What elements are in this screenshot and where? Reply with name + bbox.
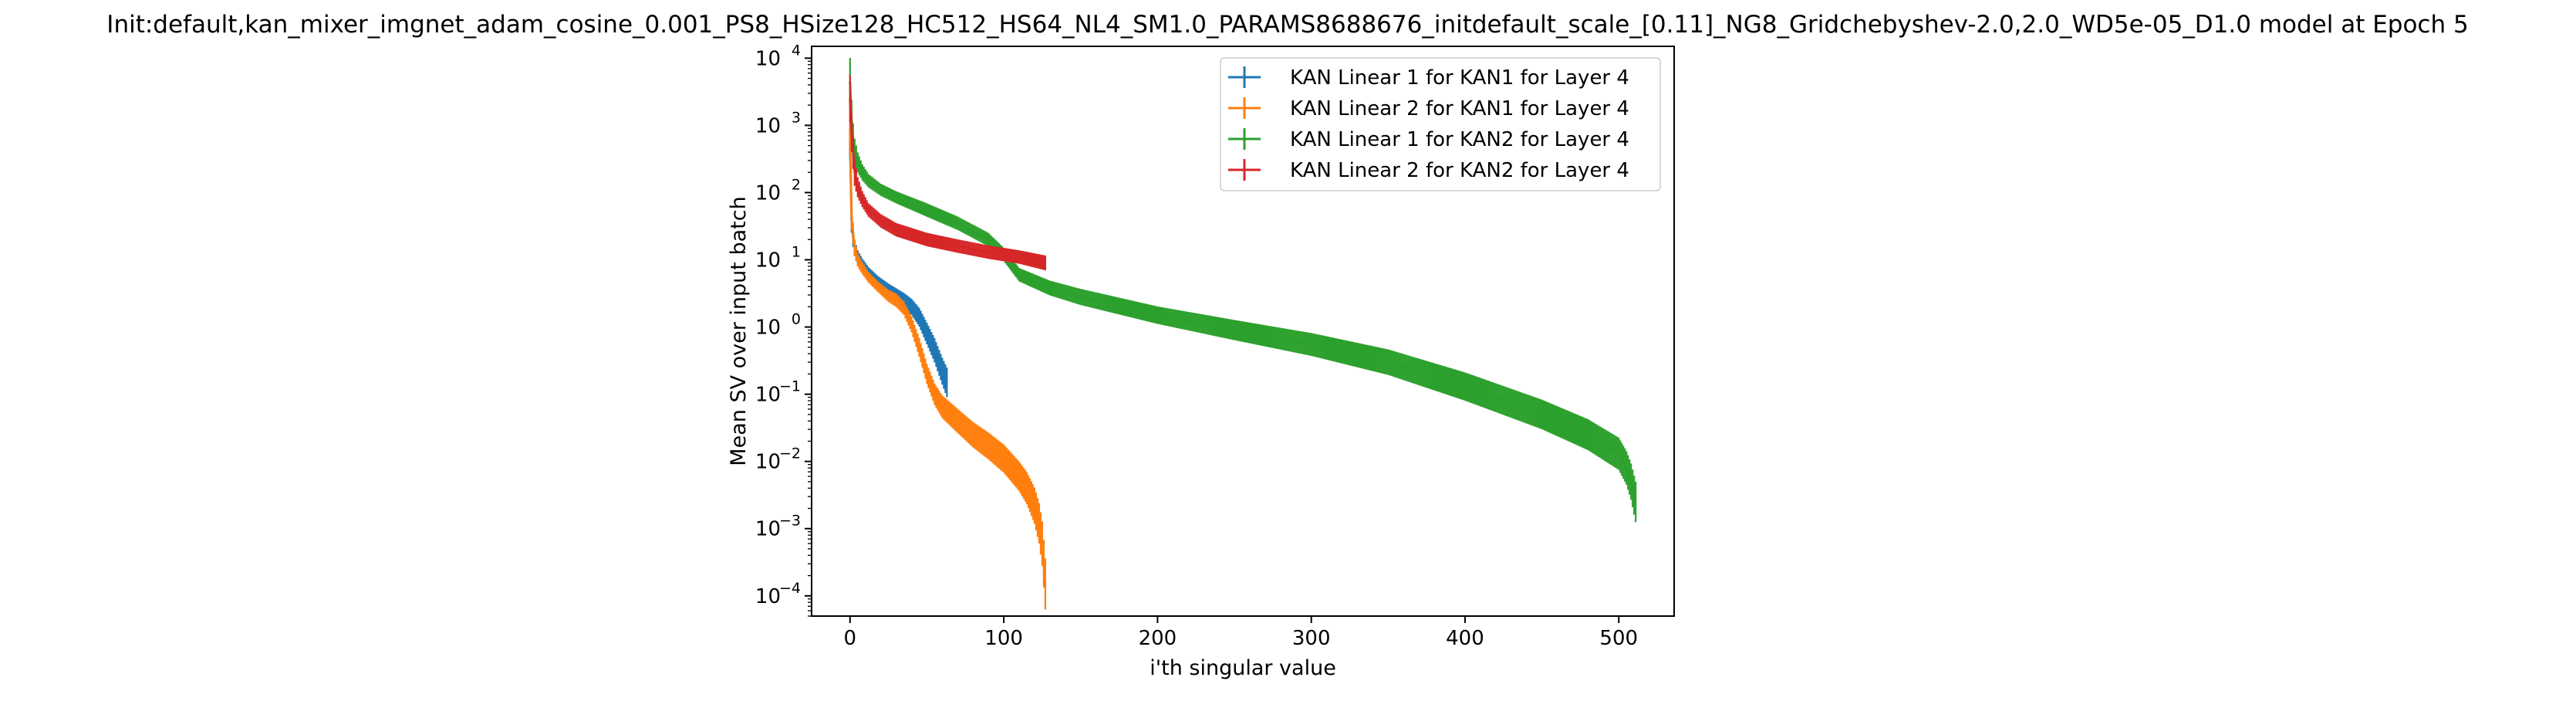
legend-label: KAN Linear 2 for KAN1 for Layer 4 — [1290, 97, 1629, 120]
series-1 — [849, 120, 948, 398]
x-tick-label: 400 — [1446, 627, 1484, 650]
legend-label: KAN Linear 1 for KAN1 for Layer 4 — [1290, 66, 1629, 90]
legend-entry: KAN Linear 2 for KAN2 for Layer 4 — [1228, 159, 1629, 182]
series-line — [849, 98, 1046, 264]
series-3 — [849, 58, 1637, 523]
legend-label: KAN Linear 2 for KAN2 for Layer 4 — [1290, 159, 1629, 182]
series-4 — [849, 75, 1047, 271]
y-tick-exponent: 3 — [792, 109, 801, 126]
legend-label: KAN Linear 1 for KAN2 for Layer 4 — [1290, 128, 1629, 151]
legend: KAN Linear 1 for KAN1 for Layer 4 KAN Lin… — [1220, 57, 1661, 191]
x-tick-label: 100 — [984, 627, 1023, 650]
y-tick-label: 10 — [755, 317, 781, 340]
axes-frame — [811, 46, 1675, 617]
chart-title: Init:default,kan_mixer_imgnet_adam_cosin… — [106, 11, 2468, 39]
x-tick-label: 300 — [1292, 627, 1331, 650]
y-tick-label: 10 — [755, 585, 781, 608]
y-tick-exponent: 2 — [792, 176, 801, 193]
legend-entry: KAN Linear 2 for KAN1 for Layer 4 — [1228, 97, 1629, 120]
y-tick-exponent: −1 — [779, 378, 801, 395]
legend-entry: KAN Linear 1 for KAN2 for Layer 4 — [1228, 128, 1629, 151]
legend-box — [1220, 57, 1661, 191]
y-tick-label: 10 — [755, 181, 781, 205]
y-tick-exponent: −3 — [779, 513, 801, 530]
y-tick-label: 10 — [755, 114, 781, 137]
y-tick-label: 10 — [755, 47, 781, 70]
y-tick-exponent: 4 — [792, 42, 801, 59]
y-tick-exponent: −4 — [779, 580, 801, 597]
y-tick-exponent: −2 — [779, 445, 801, 462]
y-tick-label: 10 — [755, 249, 781, 273]
series-2 — [849, 108, 1047, 610]
y-tick-label: 10 — [755, 384, 781, 407]
plot-area — [849, 58, 1637, 610]
x-tick-label: 200 — [1139, 627, 1177, 650]
legend-entry: KAN Linear 1 for KAN1 for Layer 4 — [1228, 66, 1629, 90]
series-line — [849, 81, 1637, 503]
x-tick-label: 500 — [1599, 627, 1638, 650]
y-tick-label: 10 — [755, 518, 781, 541]
x-axis: 0 100 200 300 400 500 — [844, 616, 1638, 650]
y-axis-label: Mean SV over input batch — [727, 196, 751, 466]
x-axis-label: i'th singular value — [1150, 656, 1336, 680]
y-tick-exponent: 0 — [792, 311, 801, 328]
y-tick-exponent: 1 — [792, 244, 801, 261]
series-line — [849, 128, 1047, 584]
y-tick-label: 10 — [755, 451, 781, 474]
x-tick-label: 0 — [844, 627, 857, 650]
